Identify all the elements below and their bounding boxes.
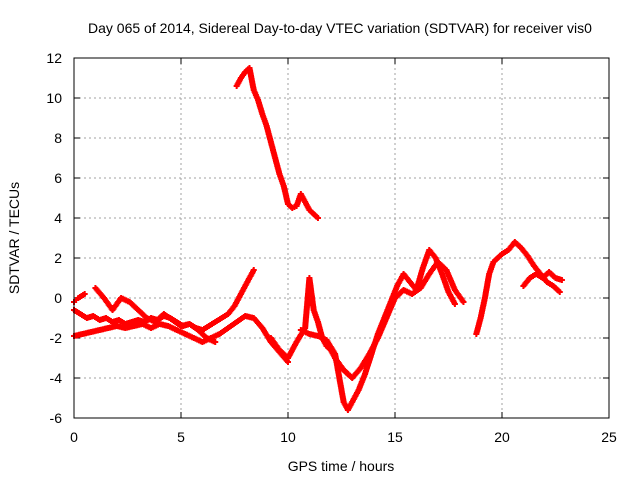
data-point-trail <box>91 314 102 322</box>
data-point <box>314 215 321 221</box>
data-point <box>250 267 257 273</box>
data-point-trail <box>226 304 237 316</box>
data-point-trail <box>519 246 530 258</box>
data-point-trail <box>207 320 217 328</box>
data-point <box>451 301 458 307</box>
data-point-trail <box>367 336 381 356</box>
x-axis-ticks: 0 5 10 15 20 25 <box>70 58 617 445</box>
data-point-trail <box>239 70 248 80</box>
data-point-trail <box>384 296 398 320</box>
data-point-trail <box>220 312 230 320</box>
data-point-trail <box>532 264 543 276</box>
x-tick-label: 5 <box>177 429 185 445</box>
series-sat-d <box>92 285 219 345</box>
data-marks <box>71 65 565 413</box>
data-point-trail <box>420 248 432 270</box>
data-point-trail <box>286 202 294 210</box>
x-tick-label: 15 <box>387 429 403 445</box>
data-point-trail <box>513 240 523 250</box>
plot-frame <box>73 57 610 419</box>
data-point-trail <box>307 208 316 216</box>
data-point-trail <box>528 272 538 280</box>
data-point-trail <box>272 156 282 176</box>
data-point-trail <box>136 317 146 325</box>
data-point-trail <box>111 317 121 325</box>
data-point-trail <box>246 66 257 92</box>
series-sat-i <box>473 239 563 337</box>
data-point-trail <box>93 286 106 300</box>
x-axis-label: GPS time / hours <box>288 458 395 474</box>
data-point-trail <box>427 248 438 260</box>
y-tick-label: -2 <box>50 330 63 346</box>
y-tick-label: 2 <box>54 250 62 266</box>
y-tick-label: 8 <box>54 130 62 146</box>
data-point-trail <box>350 366 363 380</box>
series-sat-h <box>332 259 467 381</box>
data-point-trail <box>554 275 564 283</box>
y-axis-label: SDTVAR / TECUs <box>6 182 22 294</box>
y-axis-ticks: -6 -4 -2 0 2 4 6 8 10 12 <box>46 50 609 426</box>
data-point-trail <box>496 252 504 260</box>
data-point-trail <box>285 340 299 360</box>
y-tick-label: -4 <box>50 370 63 386</box>
data-point <box>212 339 219 345</box>
data-point-trail <box>72 308 82 316</box>
data-point-trail <box>79 312 89 320</box>
data-point <box>81 291 88 297</box>
data-point-trail <box>375 316 389 340</box>
data-point-trail <box>444 268 458 292</box>
data-point-trail <box>243 66 252 74</box>
data-point-trail <box>482 272 492 300</box>
data-point-trail <box>130 317 140 325</box>
data-point-trail <box>85 313 95 321</box>
x-tick-label: 0 <box>70 429 78 445</box>
data-point-trail <box>436 260 449 272</box>
y-tick-label: 12 <box>46 50 62 66</box>
data-point-trail <box>213 316 224 324</box>
data-point-trail <box>551 284 562 294</box>
data-point-trail <box>264 124 274 144</box>
data-point-trail <box>491 256 500 264</box>
data-point-trail <box>104 316 114 324</box>
data-point-trail <box>127 300 140 312</box>
data-point-trail <box>196 328 209 340</box>
data-point-trail <box>439 272 451 294</box>
y-tick-label: 0 <box>54 290 62 306</box>
x-tick-label: 25 <box>601 429 617 445</box>
data-point-trail <box>124 319 134 327</box>
data-point-trail <box>117 318 127 326</box>
data-point-trail <box>478 296 488 320</box>
data-point-trail <box>306 276 317 312</box>
series-sat-e <box>233 65 321 221</box>
data-point <box>556 289 563 295</box>
data-point-trail <box>281 184 291 206</box>
chart-title: Day 065 of 2014, Sidereal Day-to-day VTE… <box>88 20 592 36</box>
x-tick-label: 10 <box>280 429 296 445</box>
series-sat-j <box>520 269 565 289</box>
data-point-trail <box>547 270 558 280</box>
y-tick-label: 10 <box>46 90 62 106</box>
data-point-trail <box>312 212 320 220</box>
data-point-trail <box>521 276 532 288</box>
data-point-trail <box>268 140 278 160</box>
data-point <box>460 299 467 305</box>
data-point-trail <box>201 324 211 332</box>
data-point-trail <box>251 316 265 330</box>
y-tick-label: 6 <box>54 170 62 186</box>
data-point-trail <box>98 315 108 323</box>
y-tick-label: 4 <box>54 210 62 226</box>
y-tick-label: -6 <box>50 410 63 426</box>
data-point-trail <box>136 308 149 320</box>
data-point-trail <box>545 280 555 288</box>
data-point-trail <box>401 272 412 284</box>
data-point-trail <box>500 248 510 256</box>
data-point <box>558 277 565 283</box>
series-sat-g <box>297 247 458 413</box>
x-tick-label: 20 <box>494 429 510 445</box>
data-point-trail <box>473 316 484 336</box>
data-point-trail <box>534 272 545 280</box>
